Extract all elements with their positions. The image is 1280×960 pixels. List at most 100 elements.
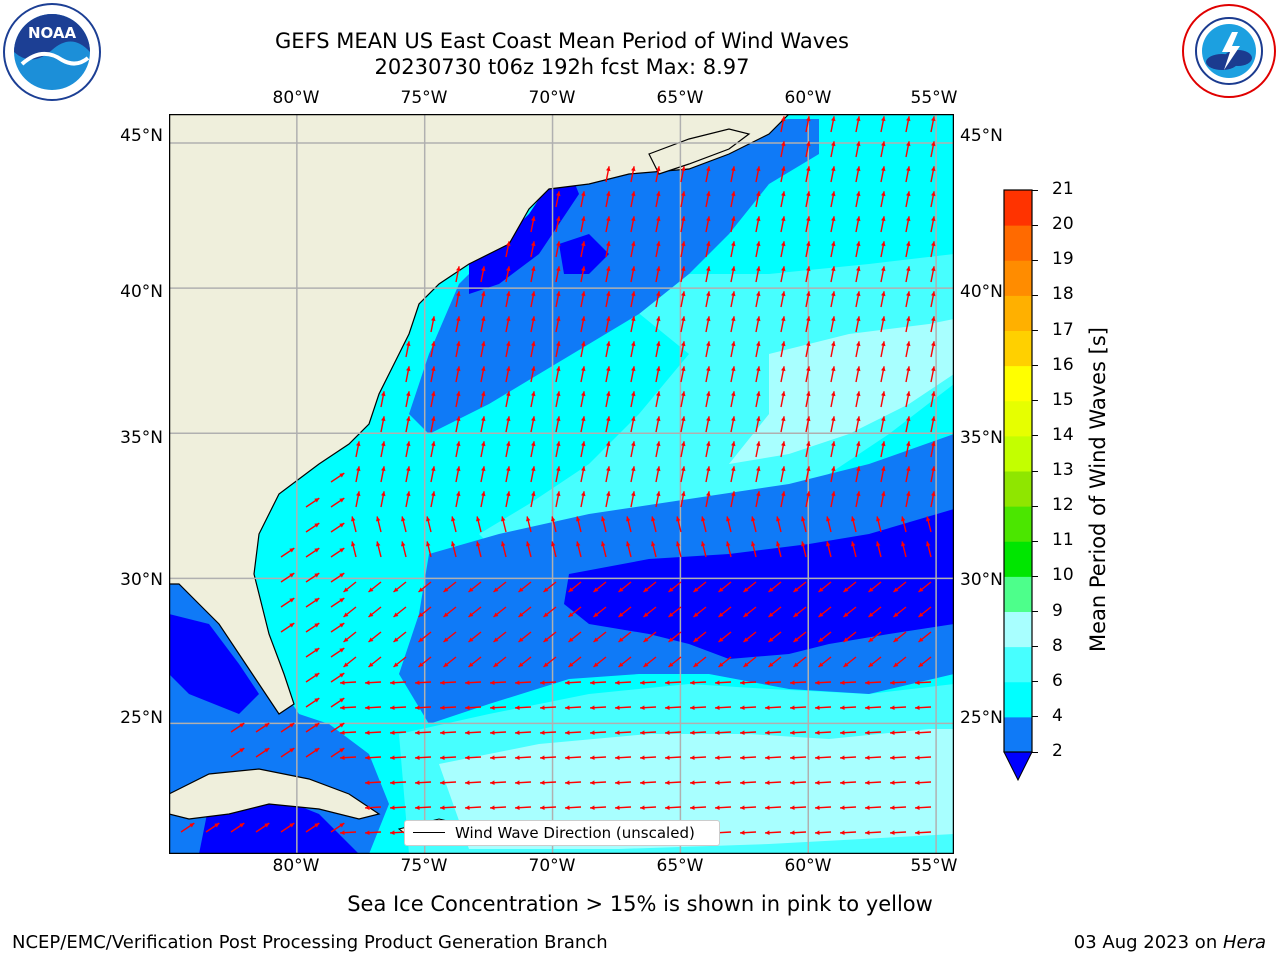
wind-wave-arrow xyxy=(739,780,757,785)
wind-wave-arrow xyxy=(364,830,382,835)
wind-wave-arrow xyxy=(730,191,736,208)
wind-wave-arrow xyxy=(343,656,357,668)
wind-wave-arrow xyxy=(914,755,932,760)
map-panel xyxy=(169,114,954,854)
wind-wave-arrow xyxy=(780,466,786,483)
colorbar-segment xyxy=(1004,295,1032,331)
wind-wave-arrow xyxy=(630,241,636,258)
wind-wave-arrow xyxy=(530,241,536,258)
wind-wave-arrow xyxy=(530,216,536,233)
wind-wave-arrow xyxy=(539,755,557,760)
wind-wave-arrow xyxy=(330,747,345,758)
wind-wave-arrow xyxy=(364,805,382,810)
wind-wave-arrow xyxy=(805,241,811,258)
wind-wave-arrow xyxy=(900,516,907,533)
wind-wave-arrow xyxy=(655,291,661,308)
contour-lt2-south xyxy=(564,509,954,659)
wind-wave-arrow xyxy=(705,441,711,458)
wind-wave-arrow xyxy=(680,441,686,458)
colorbar xyxy=(1000,186,1040,786)
wind-wave-arrow xyxy=(630,341,636,358)
wind-wave-arrow xyxy=(280,597,295,608)
wind-wave-arrow xyxy=(539,805,557,810)
colorbar-tick-mark xyxy=(1032,330,1038,331)
wind-wave-arrow xyxy=(430,466,436,483)
wind-wave-arrow xyxy=(764,830,782,835)
wind-wave-arrow xyxy=(614,805,632,810)
wind-wave-arrow xyxy=(605,341,611,358)
wind-wave-arrow xyxy=(714,755,732,760)
wind-wave-arrow xyxy=(450,516,457,533)
wind-wave-arrow xyxy=(489,755,507,760)
wind-wave-arrow xyxy=(830,466,836,483)
wind-wave-arrow xyxy=(705,316,711,333)
wind-wave-arrow xyxy=(480,416,486,433)
contour-2-4-coastal-north xyxy=(409,119,819,434)
wind-wave-arrow xyxy=(925,516,932,533)
wind-wave-arrow xyxy=(605,491,611,508)
wind-wave-arrow xyxy=(375,516,382,533)
wind-wave-arrow xyxy=(780,166,786,183)
wind-wave-arrow xyxy=(905,116,911,133)
wind-wave-arrow xyxy=(230,747,245,758)
wind-wave-arrow xyxy=(539,780,557,785)
wind-wave-arrow xyxy=(389,830,407,835)
land-nova-scotia xyxy=(648,128,751,175)
wind-wave-arrow xyxy=(514,755,532,760)
wind-wave-arrow xyxy=(914,730,932,735)
wind-wave-arrow xyxy=(864,755,882,760)
wind-wave-arrow xyxy=(589,755,607,760)
wind-wave-arrow xyxy=(455,366,461,383)
wind-wave-arrow xyxy=(755,191,761,208)
wind-wave-arrow xyxy=(514,680,532,685)
wind-wave-arrow xyxy=(655,241,661,258)
wind-wave-arrow xyxy=(705,216,711,233)
wind-wave-arrow xyxy=(580,416,586,433)
lon-label-bottom: 80°W xyxy=(272,856,320,876)
wind-wave-arrow xyxy=(825,541,832,558)
wind-wave-arrow xyxy=(905,316,911,333)
wind-wave-arrow xyxy=(393,606,407,618)
wind-wave-arrow xyxy=(780,366,786,383)
wind-wave-arrow xyxy=(455,466,461,483)
wind-wave-arrow xyxy=(655,316,661,333)
wind-wave-arrow xyxy=(425,541,432,558)
wind-wave-arrow xyxy=(755,391,761,408)
colorbar-tick-label: 19 xyxy=(1052,249,1074,270)
wind-wave-arrow xyxy=(430,391,436,408)
wind-wave-arrow xyxy=(889,805,907,810)
wind-wave-arrow xyxy=(889,755,907,760)
wind-wave-arrow xyxy=(775,516,782,533)
wind-wave-arrow xyxy=(505,416,511,433)
wind-wave-arrow xyxy=(343,581,357,593)
wind-wave-arrow xyxy=(830,341,836,358)
wind-wave-arrow xyxy=(468,631,482,643)
wind-wave-arrow xyxy=(330,722,345,733)
wind-wave-arrow xyxy=(830,141,836,158)
wind-wave-arrow xyxy=(655,441,661,458)
wind-wave-arrow xyxy=(393,581,407,593)
wind-wave-arrow xyxy=(830,366,836,383)
wind-wave-arrow xyxy=(464,805,482,810)
wind-wave-arrow xyxy=(639,730,657,735)
wind-wave-arrow xyxy=(455,391,461,408)
wind-wave-arrow xyxy=(800,516,807,533)
wind-wave-arrow xyxy=(339,705,357,710)
wind-wave-arrow xyxy=(575,541,582,558)
wind-wave-arrow xyxy=(430,416,436,433)
wind-wave-arrow xyxy=(789,680,807,685)
wind-wave-arrow xyxy=(568,606,582,618)
wind-wave-arrow xyxy=(380,441,386,458)
wind-wave-arrow xyxy=(489,680,507,685)
wind-wave-arrow xyxy=(580,391,586,408)
lat-label-left: 25°N xyxy=(120,708,163,728)
lat-label-right: 30°N xyxy=(960,570,1003,590)
wind-wave-arrow xyxy=(555,341,561,358)
wind-wave-arrow xyxy=(443,631,457,643)
wind-wave-arrow xyxy=(839,680,857,685)
wind-wave-arrow xyxy=(805,141,811,158)
colorbar-tick-mark xyxy=(1032,435,1038,437)
wind-wave-arrow xyxy=(655,341,661,358)
wind-wave-arrow xyxy=(730,316,736,333)
wind-wave-arrow xyxy=(414,680,432,685)
